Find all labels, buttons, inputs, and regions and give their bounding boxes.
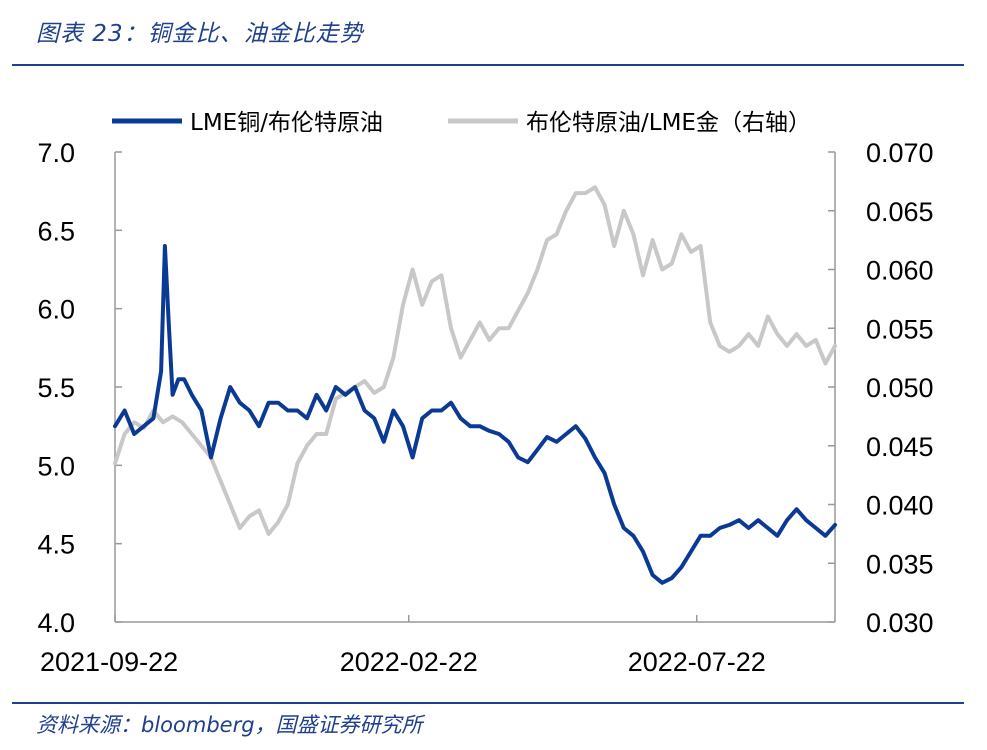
- right-tick-label: 0.060: [866, 256, 934, 286]
- left-tick-label: 4.5: [37, 530, 75, 560]
- legend: LME铜/布伦特原油 布伦特原油/LME金（右轴）: [112, 110, 811, 136]
- series-layer: [113, 185, 837, 585]
- series-line-copper-oil: [113, 244, 837, 585]
- right-tick-label: 0.040: [866, 491, 934, 521]
- x-tick-label: 2022-02-22: [340, 647, 478, 677]
- left-tick-label: 6.5: [37, 216, 75, 246]
- legend-label-copper-oil: LME铜/布伦特原油: [190, 110, 383, 136]
- footer-rule: [12, 702, 964, 704]
- left-tick-label: 7.0: [37, 138, 75, 168]
- chart-canvas: 4.0 4.5 5.0 5.5 6.0 6.5 7.0 0.030 0.035 0.040 0.04…: [37, 110, 933, 677]
- axes-layer: 4.0 4.5 5.0 5.5 6.0 6.5 7.0 0.030 0.035 0.040 0.04…: [37, 138, 933, 677]
- left-tick-label: 4.0: [37, 608, 75, 638]
- left-tick-label: 5.5: [37, 373, 75, 403]
- right-tick-label: 0.070: [866, 138, 934, 168]
- right-tick-label: 0.045: [866, 432, 934, 462]
- right-tick-label: 0.065: [866, 197, 934, 227]
- chart-figure-title: 图表 23：铜金比、油金比走势: [36, 21, 364, 47]
- series-line-oil-gold: [113, 185, 837, 536]
- right-tick-label: 0.055: [866, 314, 934, 344]
- x-tick-label: 2022-07-22: [628, 647, 766, 677]
- right-tick-label: 0.035: [866, 549, 934, 579]
- source-note: 资料来源：bloomberg，国盛证券研究所: [36, 713, 423, 737]
- right-tick-label: 0.030: [866, 608, 934, 638]
- left-tick-label: 6.0: [37, 295, 75, 325]
- legend-label-oil-gold: 布伦特原油/LME金（右轴）: [526, 110, 811, 136]
- right-tick-label: 0.050: [866, 373, 934, 403]
- x-tick-label: 2021-09-22: [40, 647, 178, 677]
- header-rule: [12, 64, 964, 66]
- left-tick-label: 5.0: [37, 451, 75, 481]
